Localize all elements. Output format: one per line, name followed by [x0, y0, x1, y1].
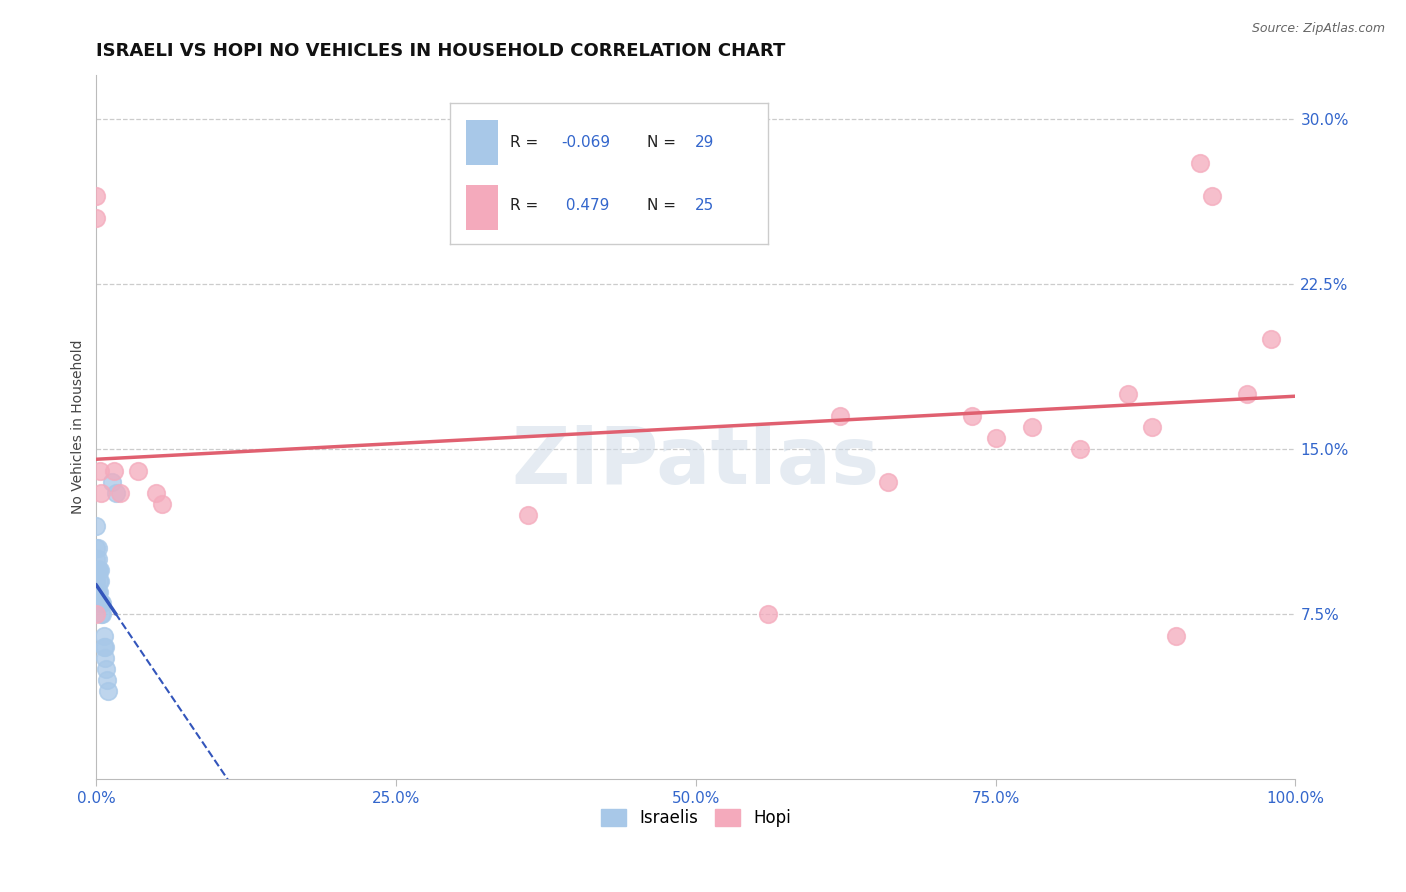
- Y-axis label: No Vehicles in Household: No Vehicles in Household: [72, 340, 86, 515]
- Point: [87, 585, 110, 599]
- Point: [86, 585, 108, 599]
- Point: [90, 486, 112, 500]
- Point: [104, 486, 127, 500]
- Point: [89, 563, 111, 577]
- Point: [110, 486, 132, 500]
- Point: [828, 409, 851, 423]
- Text: Source: ZipAtlas.com: Source: ZipAtlas.com: [1251, 22, 1385, 36]
- Point: [1116, 387, 1139, 401]
- Point: [93, 640, 115, 654]
- Point: [756, 607, 779, 621]
- Point: [97, 684, 120, 698]
- Point: [1140, 420, 1163, 434]
- Point: [86, 552, 108, 566]
- Point: [86, 607, 108, 621]
- Point: [984, 431, 1007, 445]
- Point: [127, 464, 149, 478]
- Legend: Israelis, Hopi: Israelis, Hopi: [595, 803, 797, 834]
- Point: [93, 640, 115, 654]
- Point: [86, 552, 108, 566]
- Point: [86, 563, 108, 577]
- Point: [89, 596, 111, 610]
- Text: ISRAELI VS HOPI NO VEHICLES IN HOUSEHOLD CORRELATION CHART: ISRAELI VS HOPI NO VEHICLES IN HOUSEHOLD…: [97, 42, 786, 60]
- Point: [86, 585, 108, 599]
- Point: [93, 629, 115, 643]
- Point: [1021, 420, 1043, 434]
- Point: [960, 409, 983, 423]
- Point: [150, 497, 173, 511]
- Point: [93, 651, 115, 665]
- Point: [145, 486, 167, 500]
- Point: [1164, 629, 1187, 643]
- Point: [90, 596, 112, 610]
- Point: [103, 464, 125, 478]
- Point: [91, 596, 114, 610]
- Point: [1069, 442, 1091, 456]
- Point: [86, 189, 108, 203]
- Point: [91, 607, 114, 621]
- Point: [876, 475, 898, 489]
- Point: [96, 673, 118, 687]
- Point: [86, 563, 108, 577]
- Point: [89, 574, 111, 588]
- Point: [1201, 189, 1223, 203]
- Point: [94, 662, 117, 676]
- Point: [1236, 387, 1258, 401]
- Point: [86, 541, 108, 555]
- Point: [1188, 156, 1211, 170]
- Point: [86, 211, 108, 226]
- Point: [86, 519, 108, 533]
- Point: [517, 508, 540, 522]
- Point: [90, 607, 112, 621]
- Point: [101, 475, 124, 489]
- Point: [89, 464, 111, 478]
- Text: ZIPatlas: ZIPatlas: [512, 423, 880, 501]
- Point: [87, 574, 110, 588]
- Point: [87, 563, 110, 577]
- Point: [86, 574, 108, 588]
- Point: [86, 541, 108, 555]
- Point: [1260, 332, 1282, 346]
